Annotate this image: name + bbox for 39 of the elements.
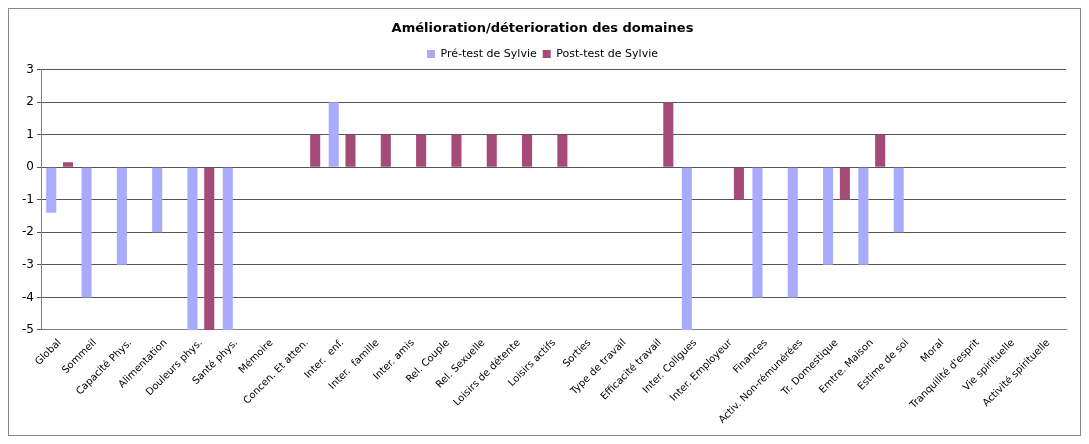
- bar: [486, 134, 497, 167]
- y-tick-label: 0: [26, 159, 34, 174]
- chart-title: Amélioration/déterioration des domaines: [391, 20, 694, 36]
- bar: [116, 167, 127, 265]
- legend-label: Pré-test de Sylvie: [440, 46, 537, 60]
- y-tick-label: 2: [26, 94, 34, 109]
- bar: [62, 162, 74, 167]
- bar: [733, 167, 744, 200]
- y-tick-label: 3: [26, 61, 34, 76]
- bar: [204, 167, 215, 330]
- y-tick-label: -3: [22, 256, 34, 271]
- bar: [787, 167, 798, 298]
- y-tick-label: -1: [22, 191, 34, 206]
- bar: [328, 102, 339, 167]
- bar: [522, 134, 533, 167]
- bar: [310, 134, 321, 167]
- bar: [46, 167, 57, 213]
- bar: [858, 167, 869, 265]
- bar: [345, 134, 356, 167]
- bar: [875, 134, 886, 167]
- y-tick-label: 1: [26, 126, 34, 141]
- bar: [823, 167, 834, 265]
- bar: [557, 134, 568, 167]
- bar: [380, 134, 391, 167]
- bar: [222, 167, 233, 330]
- bar: [451, 134, 462, 167]
- bar: [681, 167, 692, 330]
- y-tick-label: -4: [22, 289, 34, 304]
- bar: [663, 102, 674, 167]
- bar: [752, 167, 763, 298]
- bar: [187, 167, 198, 330]
- bar: [81, 167, 92, 298]
- y-tick-label: -5: [22, 322, 34, 337]
- bar: [839, 167, 850, 200]
- legend-label: Post-test de Sylvie: [556, 46, 659, 60]
- bar: [893, 167, 904, 233]
- bar: [416, 134, 427, 167]
- bar: [152, 167, 163, 233]
- y-tick-label: -2: [22, 224, 34, 239]
